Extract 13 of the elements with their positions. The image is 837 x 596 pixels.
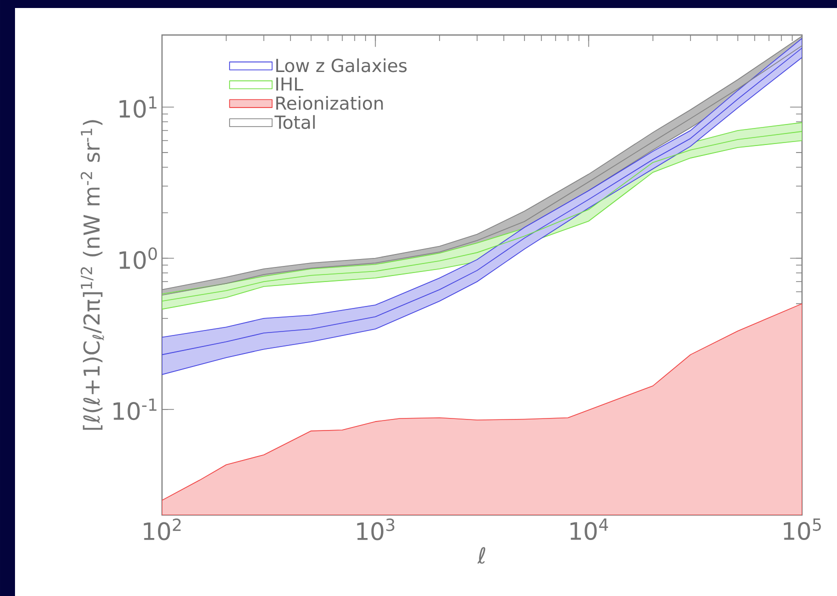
legend-label: Total xyxy=(274,115,315,130)
y-tick-label: 10$^{0}$ xyxy=(120,247,157,270)
y-tick-label: 10$^{-1}$ xyxy=(114,398,156,420)
text: [ℓ(ℓ+1)C$_{ℓ}$/2π]$^{1/2}$ (nW m$^{-2}$ sr$^{-1}$) xyxy=(80,120,104,430)
y-tick-label: 10$^{1}$ xyxy=(120,96,156,118)
x-tick-label: 10$^{3}$ xyxy=(357,518,394,540)
x-tick-label: 10$^{2}$ xyxy=(144,518,181,540)
x-axis-title: ℓ xyxy=(477,547,486,564)
legend-label: IHL xyxy=(276,77,304,91)
x-tick-label: 10$^{4}$ xyxy=(570,518,608,540)
x-tick-label: 10$^{5}$ xyxy=(784,518,821,540)
legend-label: Low z Galaxies xyxy=(276,58,407,72)
legend-label: Reionization xyxy=(276,96,383,110)
